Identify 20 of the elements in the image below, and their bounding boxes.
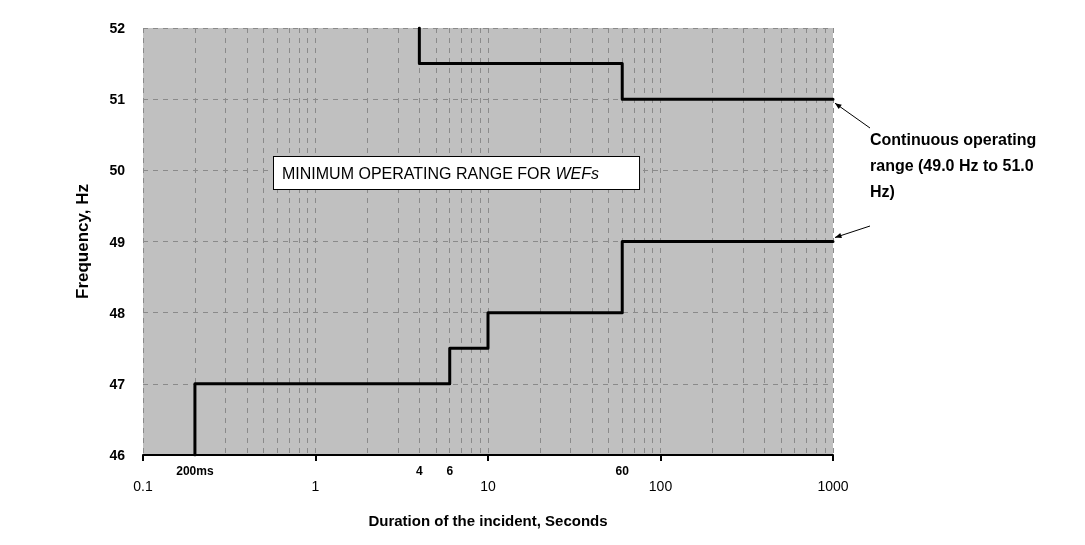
y-tick-label: 47 — [109, 375, 126, 392]
x-tick-label: 10 — [480, 478, 496, 494]
annotation: 60 — [615, 464, 630, 478]
x-tick-label: 1 — [311, 478, 320, 494]
y-tick-label: 49 — [109, 233, 126, 250]
annotation: Continuous operating range (49.0 Hz to 51.0 Hz) — [870, 130, 1041, 200]
y-tick-label: 50 — [109, 162, 126, 179]
y-tick-label: 46 — [109, 447, 126, 463]
x-tick-label: 100 — [648, 478, 673, 494]
annotation: 4 — [416, 464, 424, 478]
y-axis-title: Frequency, Hz — [73, 184, 92, 299]
y-tick-label: 48 — [109, 304, 126, 321]
x-tick-label: 1000 — [817, 478, 849, 494]
annotation: MINIMUM OPERATING RANGE FOR WEFs — [282, 164, 600, 182]
x-axis-title: Duration of the incident, Seconds — [368, 512, 608, 529]
y-tick-label: 52 — [109, 20, 126, 36]
annotation: 200ms — [176, 464, 214, 478]
x-tick-label: 0.1 — [133, 478, 153, 494]
annotation: 6 — [446, 464, 454, 478]
y-tick-label: 51 — [109, 91, 126, 108]
